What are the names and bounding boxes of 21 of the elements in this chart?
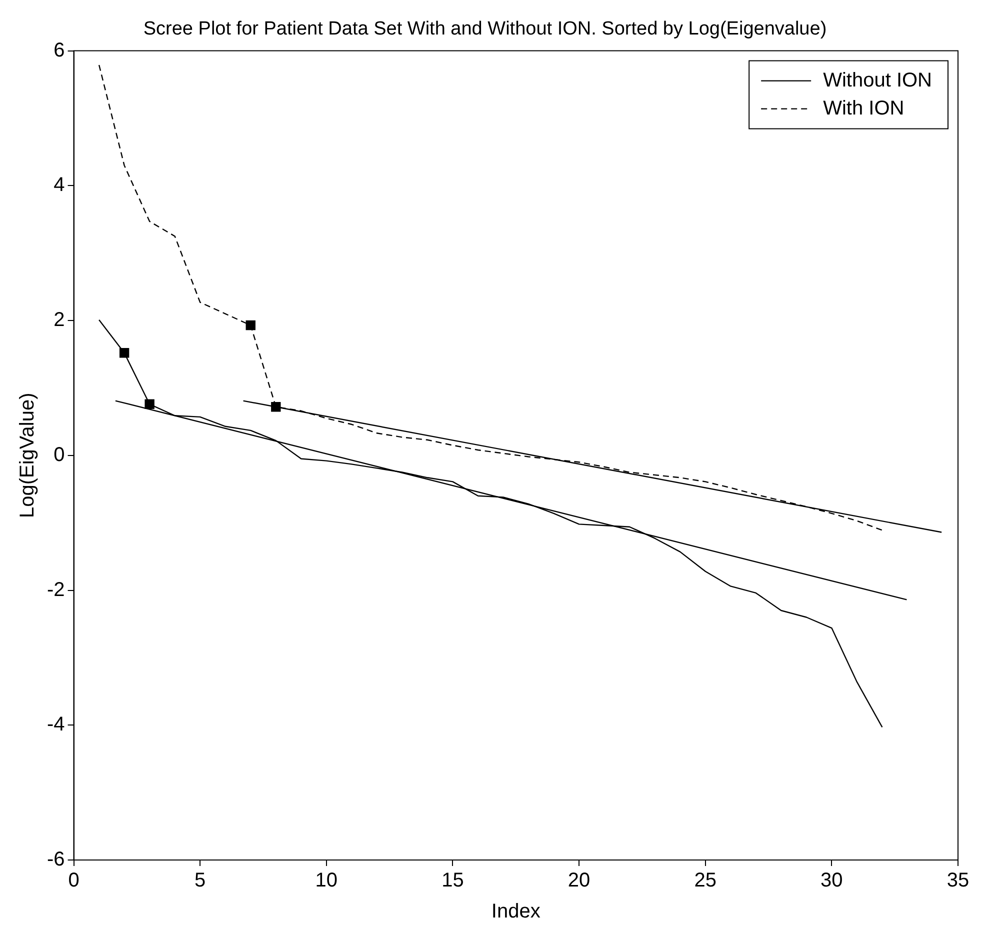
y-tick-label: -2 <box>46 578 65 601</box>
y-tick-label: -4 <box>46 714 65 736</box>
x-axis-title: Index <box>491 900 540 923</box>
legend-label: With ION <box>823 97 904 120</box>
x-tick-label: 20 <box>568 870 590 892</box>
y-tick-label: 0 <box>54 444 65 466</box>
chart-title: Scree Plot for Patient Data Set With and Without ION. Sorted by Log(Eigenvalue) <box>143 18 827 40</box>
legend-label: Without ION <box>823 69 932 92</box>
x-tick-label: 25 <box>694 870 716 892</box>
y-tick-label: 4 <box>54 174 65 196</box>
x-tick-label: 0 <box>68 870 80 892</box>
y-tick-label: -6 <box>46 848 65 871</box>
y-tick-label: 6 <box>54 39 65 62</box>
x-tick-label: 35 <box>946 870 970 892</box>
y-tick-label: 2 <box>54 309 65 332</box>
x-tick-label: 10 <box>315 870 338 892</box>
x-tick-label: 5 <box>194 870 206 892</box>
point <box>246 320 256 330</box>
x-tick-label: 15 <box>442 870 464 892</box>
x-tick-label: 30 <box>820 870 843 892</box>
y-axis-title: Log(EigValue) <box>16 392 39 518</box>
